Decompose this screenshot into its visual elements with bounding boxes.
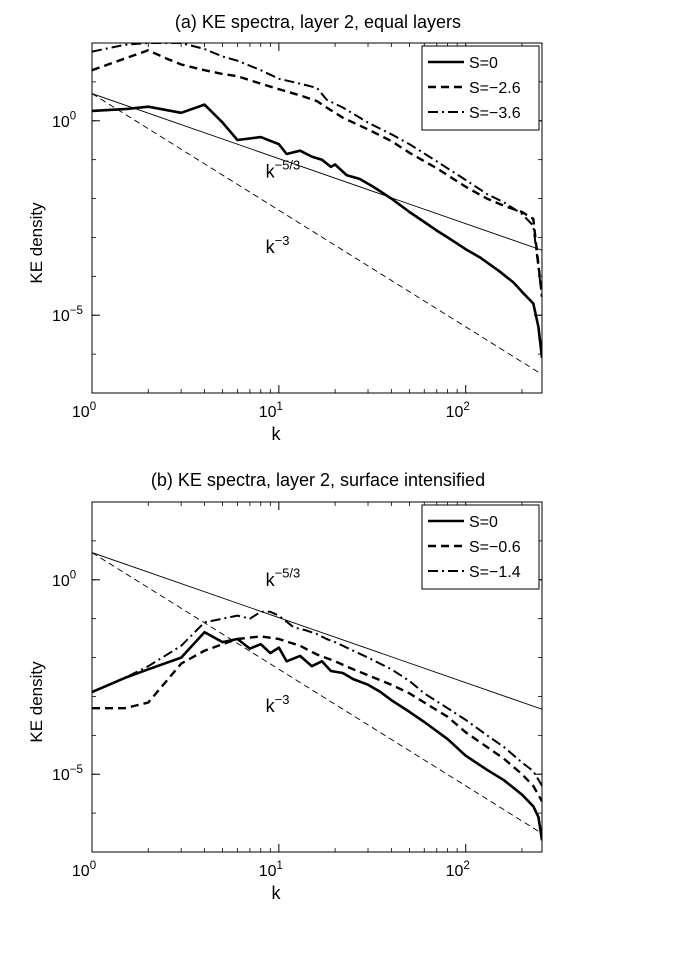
x-tick-label: 102 <box>446 401 470 421</box>
y-tick-label: 10−5 <box>52 764 83 784</box>
legend: S=0 S=−2.6 S=−3.6 <box>421 45 540 131</box>
legend-label: S=−1.4 <box>469 564 521 581</box>
plot-frame <box>91 42 543 394</box>
x-axis-label: k <box>272 424 282 444</box>
y-tick-label: 100 <box>52 570 76 590</box>
series-line-3 <box>92 610 542 787</box>
y-tick-label: 10−5 <box>52 305 83 325</box>
panel-a: (a) KE spectra, layer 2, equal layers KE… <box>27 12 543 444</box>
legend: S=0 S=−0.6 S=−1.4 <box>421 504 540 590</box>
slope-annotation: k−5/3 <box>266 566 301 590</box>
y-tick-label: 100 <box>52 111 76 131</box>
x-tick-label: 102 <box>446 860 470 880</box>
series-line-2 <box>92 49 542 297</box>
slope-annotation: k−3 <box>266 692 290 716</box>
x-tick-label: 101 <box>259 401 283 421</box>
series-line-3 <box>92 43 542 297</box>
legend-label: S=−0.6 <box>469 539 521 556</box>
slope-annotation: k−5/3 <box>266 157 301 181</box>
series-line-1 <box>92 630 542 841</box>
plot-area: 100 101 102 100 10−5 k−5/3 k−3 S=0 S=−2.6 S=−3.6 <box>52 42 543 421</box>
chart-title: (b) KE spectra, layer 2, surface intensi… <box>151 470 485 490</box>
reference-line-k-3 <box>92 552 542 834</box>
x-tick-label: 100 <box>72 401 96 421</box>
reference-line-k-3 <box>92 93 542 375</box>
series-line-1 <box>92 103 542 359</box>
legend-label: S=−2.6 <box>469 80 521 97</box>
reference-line-k-5-3 <box>92 93 542 251</box>
plot-area: 100 101 102 100 10−5 k−5/3 k−3 S=0 S=−0.6 S=−1.4 <box>52 501 543 880</box>
chart-title: (a) KE spectra, layer 2, equal layers <box>175 12 461 32</box>
legend-label: S=0 <box>469 514 498 531</box>
series-line-2 <box>92 635 542 802</box>
series-group <box>92 552 542 841</box>
panel-b: (b) KE spectra, layer 2, surface intensi… <box>27 470 543 903</box>
x-axis-label: k <box>272 883 282 903</box>
y-axis-label: KE density <box>27 661 46 743</box>
slope-annotation: k−3 <box>266 233 290 257</box>
legend-label: S=−3.6 <box>469 105 521 122</box>
legend-label: S=0 <box>469 55 498 72</box>
plot-frame <box>91 501 543 853</box>
series-group <box>92 43 542 375</box>
reference-line-k-5-3 <box>92 552 542 710</box>
x-tick-label: 100 <box>72 860 96 880</box>
x-tick-label: 101 <box>259 860 283 880</box>
y-axis-label: KE density <box>27 202 46 284</box>
